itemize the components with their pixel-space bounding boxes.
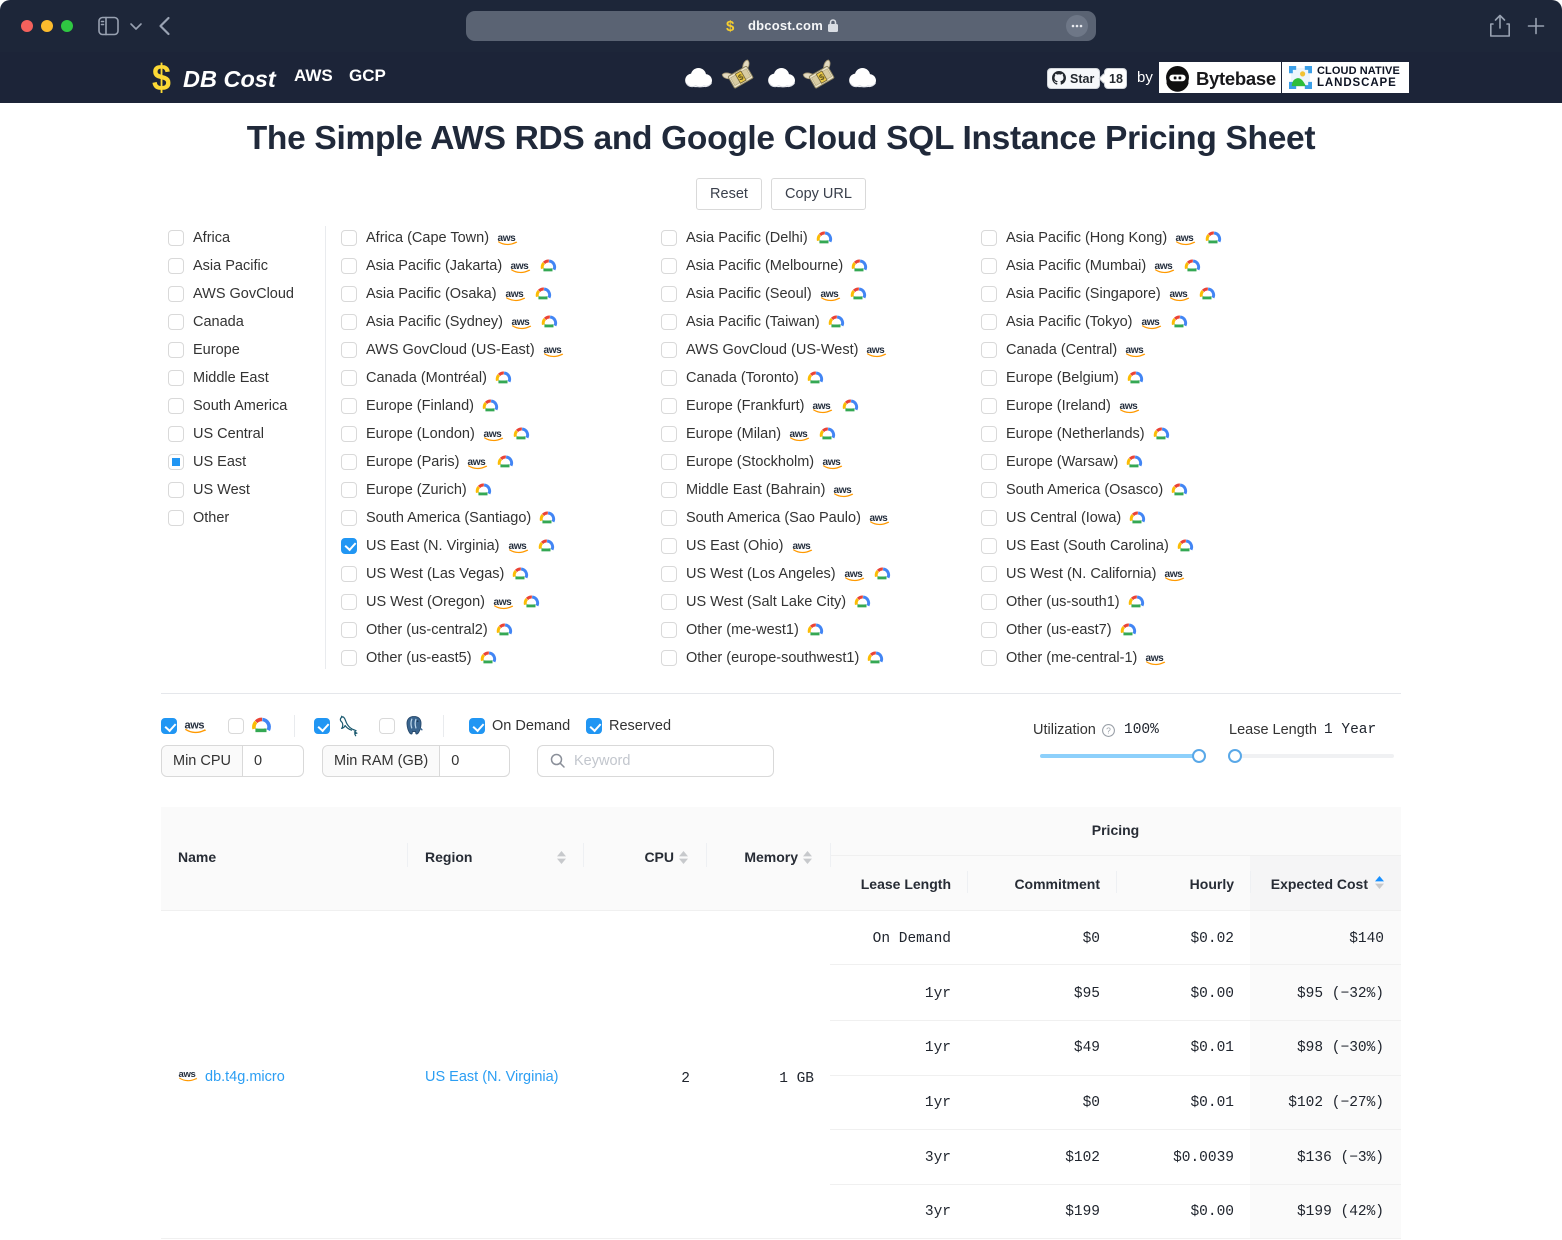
svg-text:?: ?: [1106, 726, 1111, 736]
svg-text:$: $: [726, 18, 735, 35]
